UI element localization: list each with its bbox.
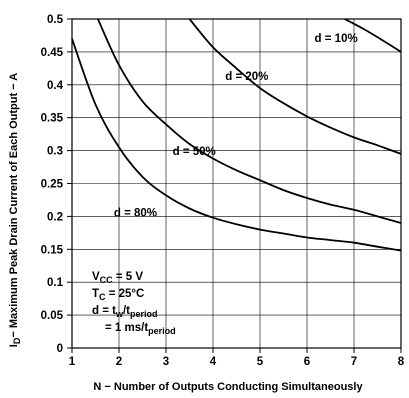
- x-tick-label: 8: [398, 356, 405, 368]
- x-axis-title: N − Number of Outputs Conducting Simulta…: [93, 381, 363, 393]
- y-tick-label: 0.3: [47, 146, 63, 158]
- x-tick-label: 4: [210, 356, 217, 368]
- series-label-d80: d = 80%: [114, 207, 157, 219]
- x-tick-label: 2: [116, 356, 122, 368]
- y-tick-label: 0.4: [47, 80, 64, 92]
- y-axis: 0 0.05 0.1 0.15 0.2 0.25 0.3 0.35 0.4 0.45 0.5: [41, 14, 72, 355]
- y-tick-label: 0.35: [41, 113, 64, 125]
- condition-vcc: VCC = 5 V: [92, 271, 143, 285]
- y-axis-symbol: I: [8, 344, 20, 347]
- y-axis-subscript: D: [12, 337, 22, 344]
- y-axis-title: ID− Maximum Peak Drain Current of Each O…: [8, 73, 22, 347]
- x-axis: 1 2 3 4 5 6 7 8: [69, 348, 405, 368]
- series-label-d50: d = 50%: [173, 146, 216, 158]
- grid: [72, 19, 401, 348]
- y-tick-label: 0.5: [47, 14, 64, 26]
- series-line-d10: [344, 18, 402, 53]
- x-tick-label: 7: [351, 356, 357, 368]
- y-tick-label: 0: [57, 343, 63, 355]
- test-conditions: VCC = 5 V TC = 25°C d = tw/tperiod = 1 m…: [92, 271, 176, 336]
- y-axis-title-text: − Maximum Peak Drain Current of Each Out…: [8, 73, 20, 338]
- x-tick-label: 1: [69, 356, 76, 368]
- series-label-d20: d = 20%: [225, 71, 268, 83]
- x-tick-label: 3: [163, 356, 169, 368]
- y-tick-label: 0.2: [47, 211, 63, 223]
- series-line-d50: [97, 18, 402, 224]
- condition-tc: TC = 25°C: [92, 288, 144, 302]
- series-label-d10: d = 10%: [315, 33, 358, 45]
- series-line-d20: [188, 18, 402, 155]
- condition-duty: d = tw/tperiod: [92, 305, 158, 319]
- series-labels: d = 10% d = 20% d = 50% d = 80%: [114, 33, 358, 219]
- y-tick-label: 0.45: [41, 47, 64, 59]
- y-tick-label: 0.05: [41, 310, 64, 322]
- y-tick-label: 0.25: [41, 179, 64, 191]
- y-tick-label: 0.15: [41, 244, 64, 256]
- x-tick-label: 5: [257, 356, 264, 368]
- series-line-d80: [71, 38, 402, 252]
- y-tick-label: 0.1: [47, 277, 64, 289]
- series-lines: [71, 18, 402, 252]
- x-tick-label: 6: [304, 356, 310, 368]
- condition-period: = 1 ms/tperiod: [105, 322, 176, 336]
- plot-frame: [71, 18, 402, 349]
